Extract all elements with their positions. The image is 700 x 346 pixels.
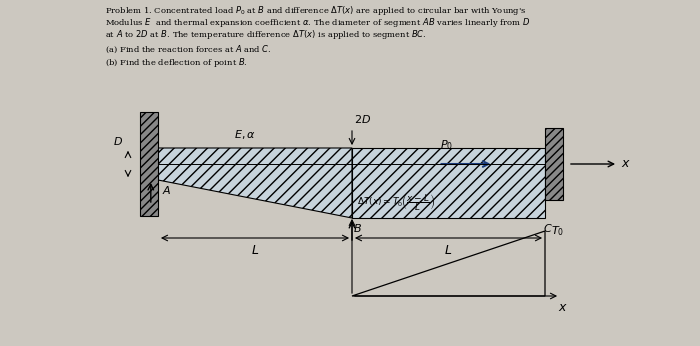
Text: $L$: $L$ <box>444 244 453 257</box>
Text: $x$: $x$ <box>621 157 631 171</box>
Text: $L$: $L$ <box>251 244 259 257</box>
Text: $\Delta T(x) = T_0\left(\dfrac{x-L}{L}\right)$: $\Delta T(x) = T_0\left(\dfrac{x-L}{L}\r… <box>357 192 435 213</box>
Text: $2D$: $2D$ <box>354 113 371 125</box>
Text: Problem 1. Concentrated load $P_0$ at $B$ and difference $\Delta T(x)$ are appli: Problem 1. Concentrated load $P_0$ at $B… <box>105 4 526 17</box>
Text: at $A$ to $2D$ at $B$. The temperature difference $\Delta T(x)$ is applied to se: at $A$ to $2D$ at $B$. The temperature d… <box>105 28 426 41</box>
Text: (a) Find the reaction forces at $A$ and $C$.: (a) Find the reaction forces at $A$ and … <box>105 44 272 55</box>
Text: $T_0$: $T_0$ <box>551 224 564 238</box>
Polygon shape <box>352 148 545 218</box>
Text: $P_0$: $P_0$ <box>440 138 454 152</box>
Text: $C$: $C$ <box>543 222 553 234</box>
Bar <box>140 112 158 216</box>
Text: $x$: $x$ <box>558 301 568 314</box>
Text: Modulus $E$  and thermal expansion coefficient $\alpha$. The diameter of segment: Modulus $E$ and thermal expansion coeffi… <box>105 16 531 29</box>
Bar <box>545 128 563 200</box>
Polygon shape <box>158 148 352 218</box>
Text: (b) Find the deflection of point $B$.: (b) Find the deflection of point $B$. <box>105 56 248 69</box>
Text: $D$: $D$ <box>113 135 123 147</box>
Text: $B$: $B$ <box>353 222 362 234</box>
Text: $E, \alpha$: $E, \alpha$ <box>234 128 256 142</box>
Text: $A$: $A$ <box>162 184 172 196</box>
